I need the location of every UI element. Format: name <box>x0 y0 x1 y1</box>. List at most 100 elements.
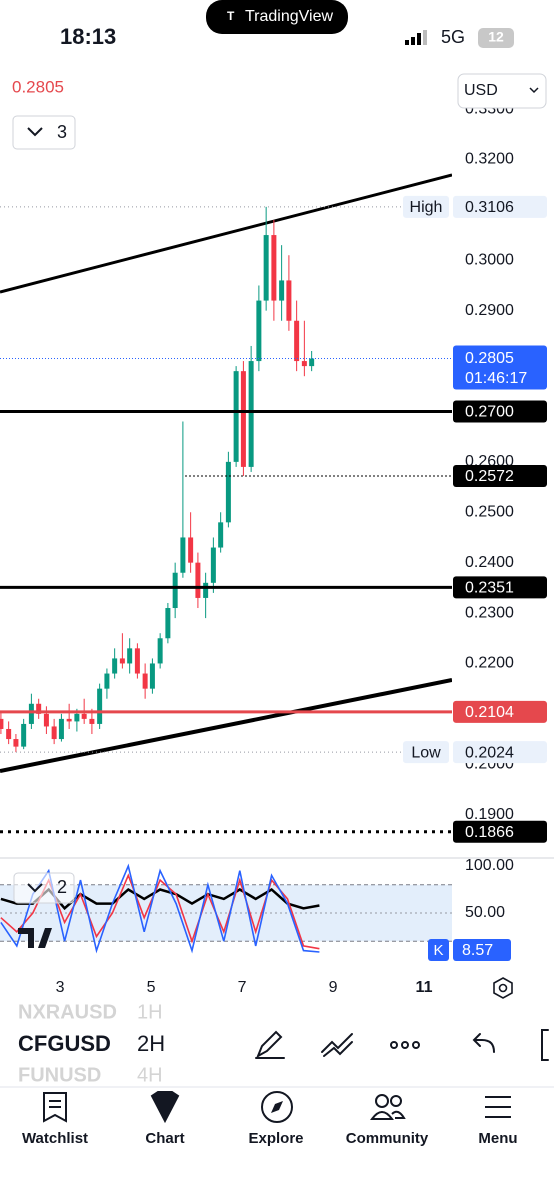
candle-body <box>119 658 125 664</box>
x-tick-label: 5 <box>147 979 156 996</box>
candle-body <box>58 718 64 740</box>
y-tick-label: 0.2300 <box>465 604 514 621</box>
k-value-box <box>453 938 511 961</box>
trend-tool[interactable] <box>321 1033 353 1057</box>
osc-count: 2 <box>57 877 67 897</box>
candle-body <box>142 673 148 689</box>
candle-body <box>112 658 118 674</box>
community-icon[interactable] <box>370 1094 406 1120</box>
last-price-label: 0.2805 <box>465 350 514 367</box>
undo[interactable] <box>472 1033 495 1053</box>
candle-body <box>294 320 300 362</box>
fullscreen[interactable] <box>541 1029 549 1061</box>
candle-body <box>89 718 95 724</box>
tab-label[interactable]: Watchlist <box>22 1130 88 1147</box>
candle-body <box>0 718 4 729</box>
tab-label[interactable]: Menu <box>478 1130 517 1147</box>
osc-toggle[interactable] <box>13 872 75 904</box>
indicator-toggle[interactable] <box>12 115 76 150</box>
level-label: 0.2700 <box>465 404 514 421</box>
compass-needle <box>271 1101 283 1113</box>
settings-icon[interactable] <box>493 977 513 999</box>
currency-select[interactable] <box>457 73 547 109</box>
symbol-option[interactable]: NXRAUSD <box>18 1001 117 1023</box>
k-value: 8.57 <box>462 942 493 959</box>
k-name: K <box>433 942 443 959</box>
app-name: TradingView <box>245 8 333 25</box>
y-tick-label: 0.2900 <box>465 302 514 319</box>
candle-body <box>134 648 140 674</box>
tab-label[interactable]: Chart <box>145 1130 184 1147</box>
chevron <box>529 87 539 94</box>
menu-icon[interactable] <box>485 1096 511 1118</box>
level-label: 0.1866 <box>465 824 514 841</box>
level-box <box>453 700 547 723</box>
level-box <box>453 400 547 423</box>
candle-body <box>13 739 19 747</box>
extreme-tag <box>403 195 449 218</box>
candle-body <box>218 522 224 548</box>
chart-icon[interactable] <box>150 1091 180 1124</box>
y-tick-label: 0.1900 <box>465 806 514 823</box>
last-price: 0.2805 <box>12 77 64 96</box>
x-tick-label: 11 <box>416 979 433 996</box>
draw-tool[interactable] <box>255 1030 285 1059</box>
extreme-label: 0.3106 <box>465 199 514 216</box>
interval-option[interactable]: 1H <box>137 1001 163 1023</box>
candle-body <box>195 562 201 598</box>
candle-body <box>210 547 216 583</box>
candle-body <box>149 663 155 689</box>
price-chart <box>0 173 452 834</box>
candle-body <box>203 582 209 598</box>
level-label: 0.2351 <box>465 580 514 597</box>
battery <box>478 28 514 48</box>
y-tick-label: 0.3000 <box>465 251 514 268</box>
logo-mark: T <box>227 9 235 23</box>
symbol-option[interactable]: FUNUSD <box>18 1064 101 1086</box>
explore-icon[interactable] <box>261 1091 293 1123</box>
last-price-box <box>453 345 547 390</box>
extreme-name: Low <box>411 744 441 761</box>
candle-body <box>286 280 292 321</box>
candle-body <box>263 235 269 301</box>
candle-body <box>127 648 133 664</box>
trend-line <box>0 678 452 773</box>
extreme-box <box>453 195 547 218</box>
symbol[interactable]: CFGUSD <box>18 1031 111 1056</box>
candle-body <box>21 723 27 747</box>
candle-body <box>301 361 307 367</box>
network: 5G <box>441 27 465 47</box>
level-label: 0.2572 <box>465 468 514 485</box>
notch <box>206 0 348 34</box>
price-axis: 0.33000.32000.31000.30000.29000.28000.27… <box>403 100 547 961</box>
candle-body <box>66 718 72 722</box>
candle-body <box>36 703 42 714</box>
chevron <box>27 883 43 893</box>
extreme-tag <box>403 741 449 764</box>
candle-body <box>180 537 186 573</box>
signal <box>405 30 427 45</box>
y-tick-label: 0.2500 <box>465 503 514 520</box>
interval[interactable]: 2H <box>137 1031 165 1056</box>
candle-body <box>104 673 110 689</box>
trend-line <box>0 173 452 294</box>
indicator-count: 3 <box>57 122 67 142</box>
interval-option[interactable]: 4H <box>137 1064 163 1086</box>
more-tools[interactable] <box>390 1041 420 1049</box>
candle-body <box>43 713 49 727</box>
extreme-box <box>453 741 547 764</box>
candle-body <box>309 358 315 367</box>
countdown: 01:46:17 <box>465 370 527 387</box>
watchlist-icon[interactable] <box>43 1092 67 1123</box>
x-tick-label: 3 <box>56 979 65 996</box>
tab-label[interactable]: Explore <box>248 1130 303 1147</box>
candle-body <box>225 461 231 523</box>
candle-body <box>256 300 262 362</box>
level-box <box>453 464 547 487</box>
candle-body <box>248 361 254 467</box>
currency: USD <box>464 82 498 99</box>
tab-label[interactable]: Community <box>346 1130 429 1147</box>
candle-body <box>188 537 194 563</box>
candle-body <box>279 280 285 301</box>
